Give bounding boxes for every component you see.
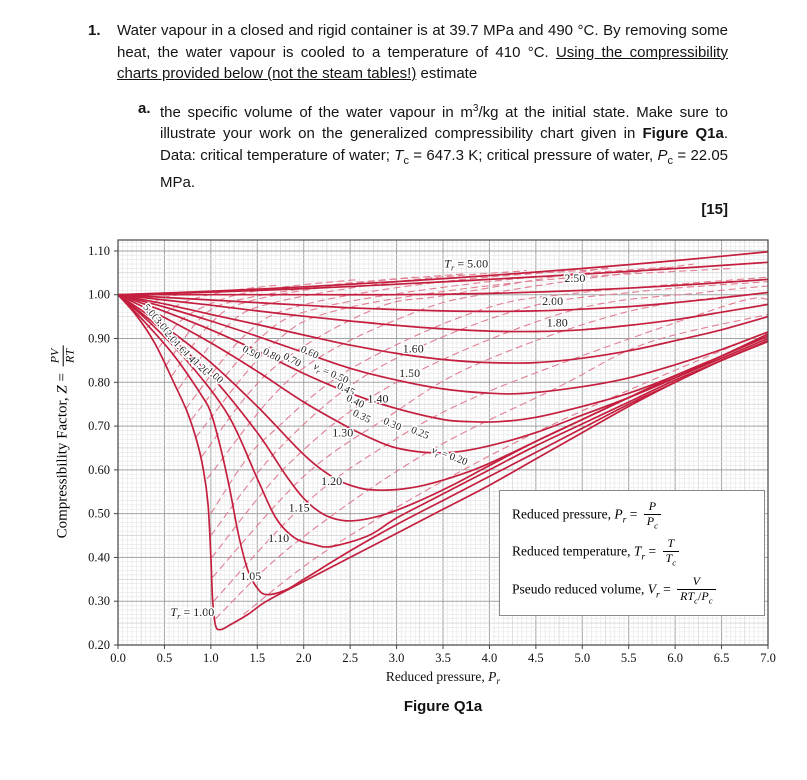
svg-text:2.00: 2.00 xyxy=(542,294,563,308)
marks-label: [15] xyxy=(701,200,728,218)
svg-text:0.80: 0.80 xyxy=(261,346,282,364)
svg-text:1.40: 1.40 xyxy=(180,348,200,369)
svg-text:0.90: 0.90 xyxy=(88,332,110,346)
part-a-text-2: /kg at the initial state. Make sure to i… xyxy=(160,103,728,143)
question-block: 1. Water vapour in a closed and rigid co… xyxy=(88,20,728,220)
part-a-label: a. xyxy=(138,99,151,117)
svg-text:4.0: 4.0 xyxy=(482,651,498,665)
part-a-text-4: = 647.3 K; critical pressure of water, xyxy=(408,146,658,164)
legend-row: Reduced temperature, Tr = T Tc xyxy=(512,537,756,568)
svg-text:1.40: 1.40 xyxy=(368,391,389,405)
superscript-3: 3 xyxy=(472,102,479,114)
svg-text:0.25: 0.25 xyxy=(409,425,430,442)
svg-text:Reduced pressure, Pr: Reduced pressure, Pr xyxy=(386,669,501,687)
intro-underlined-text: Using the compressibility charts provide… xyxy=(117,43,728,83)
legend-row: Reduced pressure, Pr = P Pc xyxy=(512,499,756,531)
svg-text:1.05: 1.05 xyxy=(240,569,261,583)
svg-text:0.0: 0.0 xyxy=(110,651,126,665)
svg-text:0.20: 0.20 xyxy=(88,638,110,652)
question-intro-text: Water vapour in a closed and rigid conta… xyxy=(117,20,728,85)
intro-text-1: Water vapour in a closed and rigid conta… xyxy=(117,22,728,61)
symbol-Pc: P xyxy=(657,146,668,164)
svg-text:3.0: 3.0 xyxy=(389,651,405,665)
svg-text:2.5: 2.5 xyxy=(342,651,358,665)
part-a-text-3: . Data: critical temperature of water; xyxy=(160,125,728,164)
compressibility-chart: Tr = 5.00 2.502.00 1.80 1.60 1.50 1.40 1.30 1.2… xyxy=(88,239,776,687)
y-axis-title: Compressibility Factor, Z = PV RT xyxy=(48,345,78,538)
svg-text:1.00: 1.00 xyxy=(88,288,110,302)
svg-text:0.80: 0.80 xyxy=(88,375,110,389)
svg-text:1.50: 1.50 xyxy=(399,366,420,380)
part-a-text-5: = 22.05 MPa. xyxy=(160,146,729,192)
svg-text:6.0: 6.0 xyxy=(667,651,683,665)
svg-text:0.50: 0.50 xyxy=(88,507,110,521)
figure-reference: Figure Q1a xyxy=(642,125,724,142)
svg-text:1.20: 1.20 xyxy=(190,357,211,378)
svg-text:5.0: 5.0 xyxy=(574,651,590,665)
part-a-text-1: the specific volume of the water vapour … xyxy=(160,103,473,121)
svg-text:1.20: 1.20 xyxy=(321,474,342,488)
svg-text:0.40: 0.40 xyxy=(88,550,110,564)
svg-text:0.70: 0.70 xyxy=(88,419,110,433)
svg-text:0.60: 0.60 xyxy=(88,463,110,477)
svg-text:7.0: 7.0 xyxy=(760,651,776,665)
subscript-c-1: c xyxy=(403,154,409,167)
svg-text:0.60: 0.60 xyxy=(299,344,320,362)
svg-text:1.5: 1.5 xyxy=(249,651,265,665)
symbol-Tc: T xyxy=(394,146,404,164)
part-a-text: the specific volume of the water vapour … xyxy=(160,98,728,194)
svg-text:2.0: 2.0 xyxy=(296,651,312,665)
svg-text:0.45: 0.45 xyxy=(335,381,356,399)
svg-text:1.10: 1.10 xyxy=(268,531,289,545)
svg-text:3.00: 3.00 xyxy=(152,315,172,336)
figure-caption: Figure Q1a xyxy=(403,698,483,715)
svg-text:6.5: 6.5 xyxy=(714,651,730,665)
svg-text:1.00: 1.00 xyxy=(204,366,225,386)
svg-text:1.80: 1.80 xyxy=(547,315,568,329)
svg-text:5.5: 5.5 xyxy=(621,651,637,665)
svg-text:4.5: 4.5 xyxy=(528,651,544,665)
intro-text-2: estimate xyxy=(416,65,478,82)
part-a-row: a. the specific volume of the water vapo… xyxy=(138,98,728,194)
question-intro-row: 1. Water vapour in a closed and rigid co… xyxy=(88,20,728,85)
axes: 0.0 0.5 1.0 1.5 2.0 2.5 3.0 3.5 4.0 4.5 5.0 5.5 6.0 6… xyxy=(88,244,776,687)
svg-text:Tr = 1.00: Tr = 1.00 xyxy=(170,605,214,621)
svg-text:1.10: 1.10 xyxy=(88,244,110,258)
svg-text:1.30: 1.30 xyxy=(332,426,353,440)
svg-text:1.0: 1.0 xyxy=(203,651,219,665)
svg-text:2.50: 2.50 xyxy=(564,271,585,285)
svg-text:0.5: 0.5 xyxy=(157,651,173,665)
svg-text:1.60: 1.60 xyxy=(171,339,191,360)
subscript-c-2: c xyxy=(667,154,674,167)
svg-text:vr = 0.20: vr = 0.20 xyxy=(429,445,468,470)
svg-text:Tr = 5.00: Tr = 5.00 xyxy=(444,257,488,273)
svg-text:1.15: 1.15 xyxy=(289,501,310,515)
tr-curves xyxy=(118,250,768,631)
svg-text:vr = 0.50: vr = 0.50 xyxy=(311,361,350,388)
svg-text:0.30: 0.30 xyxy=(88,594,110,608)
question-number: 1. xyxy=(88,22,101,39)
curve-labels: Tr = 5.00 2.502.00 1.80 1.60 1.50 1.40 1.30 1.2… xyxy=(139,255,587,622)
svg-text:0.35: 0.35 xyxy=(351,408,372,426)
figure-q1a: Tr = 5.00 2.50 2.00 1.80 1.60 1.50 1.40 1.30 1.2… xyxy=(0,228,807,738)
svg-text:3.5: 3.5 xyxy=(435,651,451,665)
chart-legend: Reduced pressure, Pr = P Pc Reduced temper… xyxy=(499,490,765,616)
svg-text:1.60: 1.60 xyxy=(403,342,424,356)
legend-row: Pseudo reduced volume, Vr = V RTc/Pc xyxy=(512,574,756,606)
